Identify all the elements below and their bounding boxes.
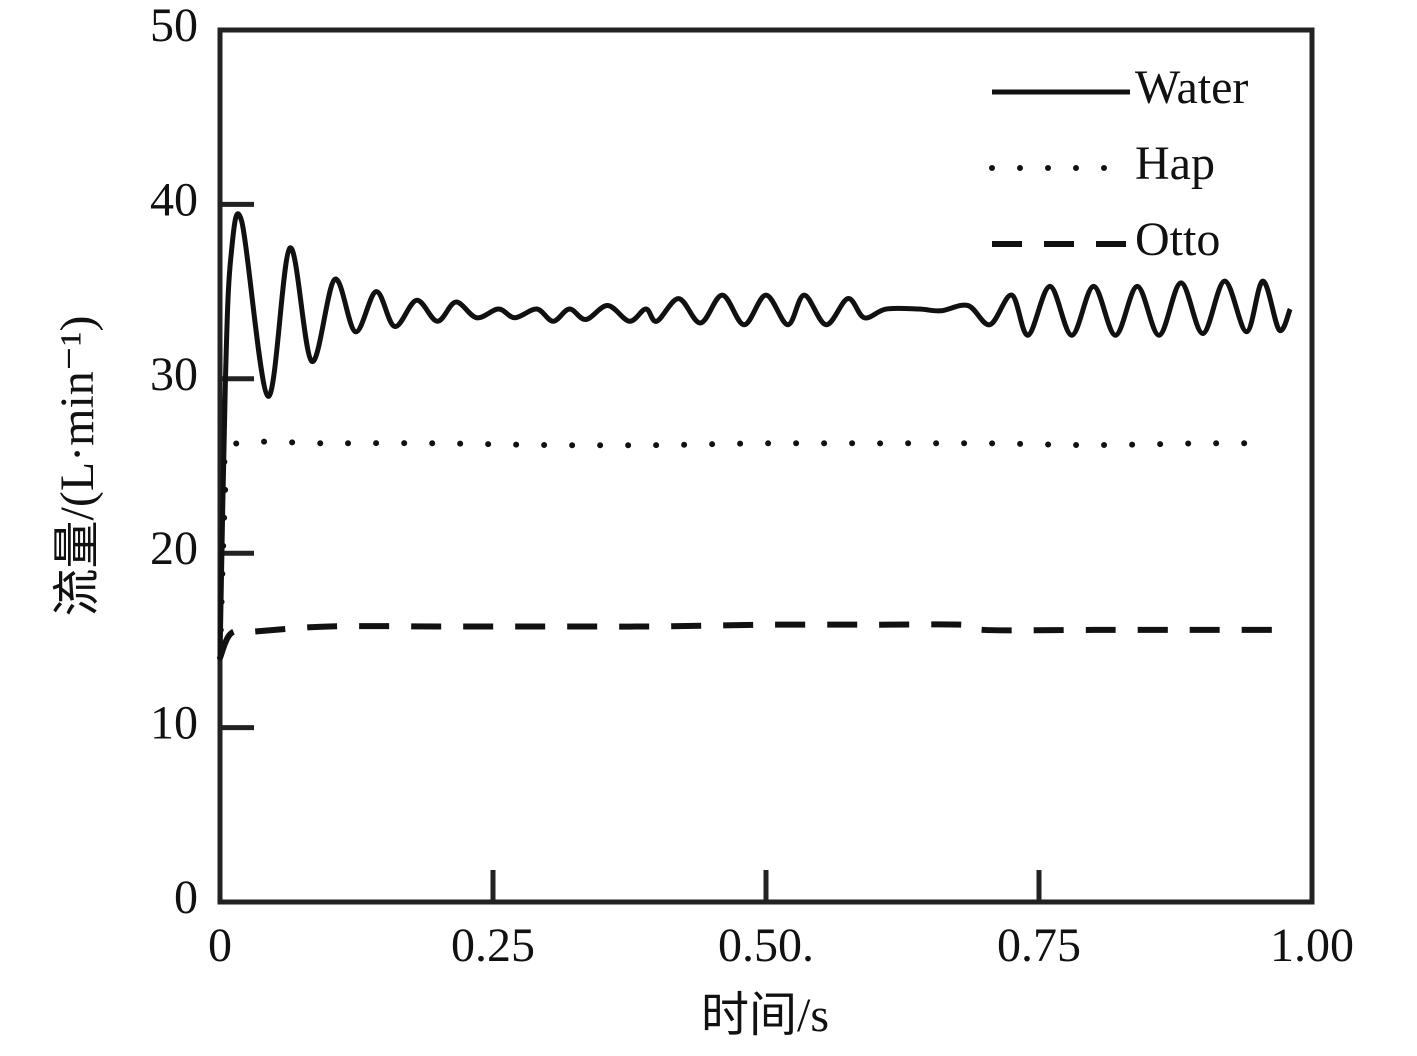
y-axis-label: 流量/(L·min⁻¹) <box>51 315 104 616</box>
x-tick-label: 0.75 <box>997 919 1081 972</box>
series-line <box>217 211 1293 658</box>
y-tick-label: 50 <box>150 0 198 52</box>
series-line <box>217 438 1272 661</box>
legend-label: Water <box>1135 61 1248 114</box>
x-tick-label: 0 <box>208 919 232 972</box>
x-tick-label: 0.25 <box>451 919 535 972</box>
y-tick-label: 40 <box>150 173 198 226</box>
legend-label: Hap <box>1135 137 1215 190</box>
x-tick-label: 1.00 <box>1270 919 1354 972</box>
y-tick-label: 20 <box>150 522 198 575</box>
y-tick-label: 30 <box>150 348 198 401</box>
y-tick-label: 10 <box>150 697 198 750</box>
x-tick-label: 0.50. <box>718 919 814 972</box>
x-axis-label: 时间/s <box>701 989 829 1042</box>
legend-label: Otto <box>1135 213 1220 266</box>
series-line <box>217 621 1291 660</box>
y-tick-label: 0 <box>174 871 198 924</box>
